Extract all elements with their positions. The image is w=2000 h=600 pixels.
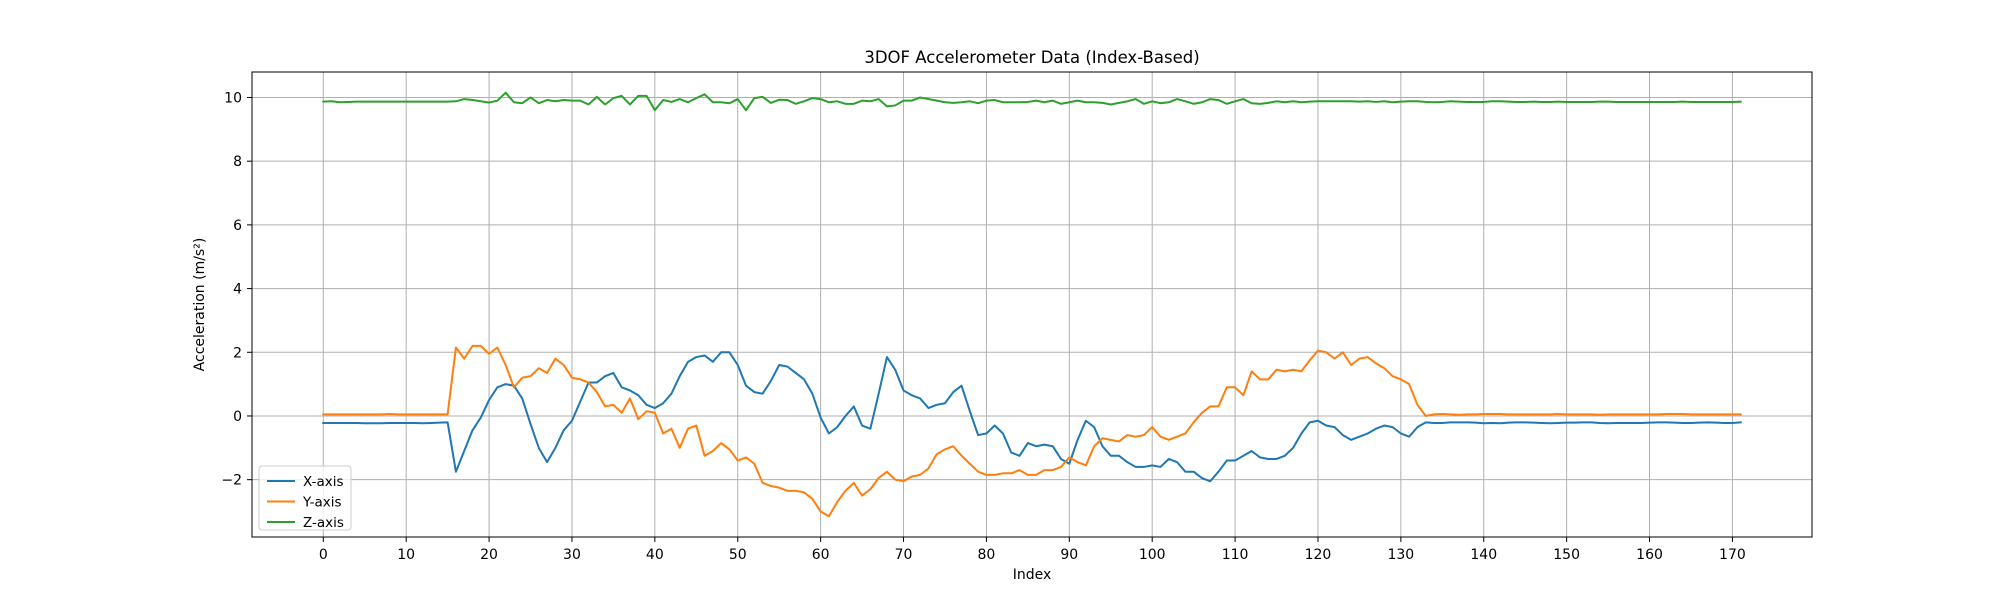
- x-tick-label: 20: [480, 547, 498, 563]
- x-tick-label: 160: [1636, 547, 1663, 563]
- x-tick-label: 30: [563, 547, 581, 563]
- legend-label-x-axis: X-axis: [303, 474, 344, 490]
- y-tick-label: 2: [233, 345, 242, 361]
- x-tick-label: 0: [319, 547, 328, 563]
- x-tick-label: 80: [977, 547, 995, 563]
- ticks: 0 10 20 30 40 50 60 70 80 90 100 110 120 130 140 150 160…: [221, 90, 1745, 563]
- x-tick-label: 140: [1470, 547, 1497, 563]
- x-tick-label: 100: [1139, 547, 1166, 563]
- legend-label-y-axis: Y-axis: [302, 495, 342, 511]
- y-tick-label: 6: [233, 218, 242, 234]
- x-tick-label: 60: [812, 547, 830, 563]
- x-tick-label: 120: [1305, 547, 1332, 563]
- x-tick-label: 50: [729, 547, 747, 563]
- y-tick-label: −2: [221, 473, 242, 489]
- series-line-z-axis: [322, 91, 1742, 112]
- x-tick-label: 70: [895, 547, 913, 563]
- x-tick-label: 10: [397, 547, 415, 563]
- y-axis-label: Acceleration (m/s²): [192, 238, 208, 372]
- series-group: [322, 91, 1742, 518]
- plot-frame: [251, 71, 1813, 538]
- x-tick-label: 150: [1553, 547, 1580, 563]
- grid: [252, 72, 1812, 537]
- chart-title: 3DOF Accelerometer Data (Index-Based): [864, 48, 1199, 67]
- series-line-x-axis: [322, 351, 1742, 483]
- x-tick-label: 40: [646, 547, 664, 563]
- legend: X-axis Y-axis Z-axis: [258, 465, 352, 531]
- series-line-y-axis: [322, 344, 1742, 518]
- y-tick-label: 8: [233, 154, 242, 170]
- y-tick-label: 10: [224, 90, 242, 106]
- x-axis-label: Index: [1013, 567, 1052, 583]
- legend-label-z-axis: Z-axis: [303, 515, 344, 531]
- x-tick-label: 130: [1387, 547, 1414, 563]
- x-tick-label: 170: [1719, 547, 1746, 563]
- x-tick-label: 110: [1222, 547, 1249, 563]
- y-tick-label: 4: [233, 282, 242, 298]
- y-tick-label: 0: [233, 409, 242, 425]
- x-tick-label: 90: [1060, 547, 1078, 563]
